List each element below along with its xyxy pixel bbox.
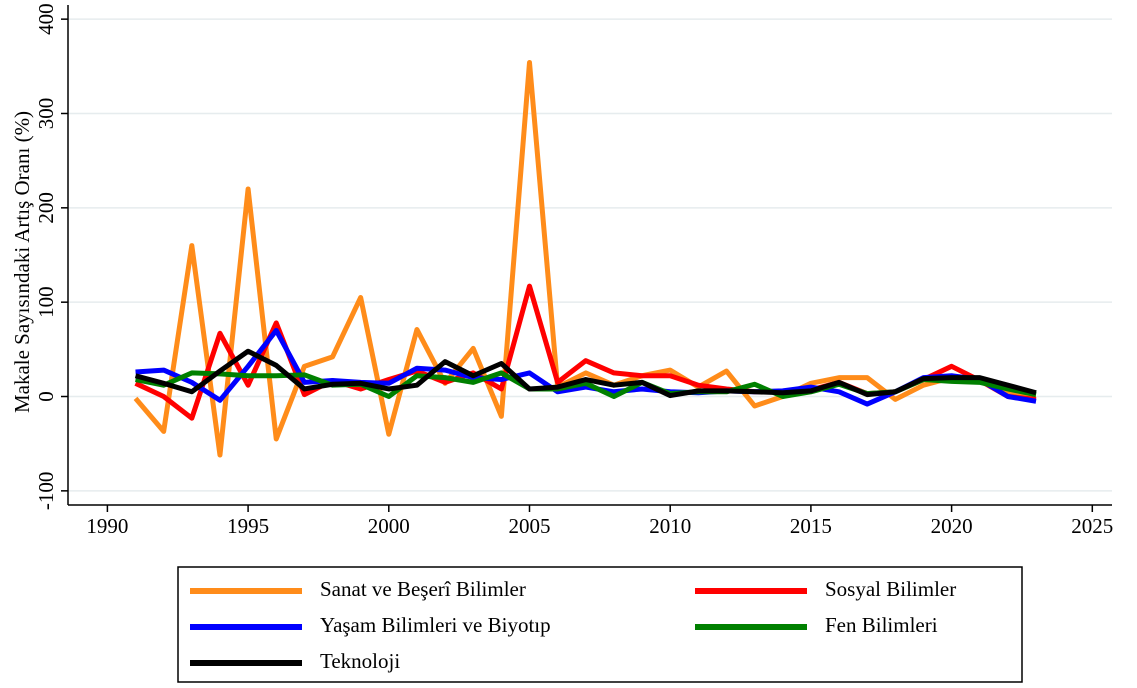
x-tick-label: 1990: [86, 514, 128, 538]
y-tick-label: 200: [34, 192, 58, 224]
y-tick-label: 300: [34, 98, 58, 130]
legend-label: Sosyal Bilimler: [825, 577, 956, 601]
legend-box: [177, 566, 1023, 683]
y-tick-label: 400: [34, 3, 58, 35]
series-line: [134, 348, 1037, 399]
x-tick-label: 2005: [508, 514, 550, 538]
y-tick-label: 100: [34, 286, 58, 318]
x-tick-label: 2010: [649, 514, 691, 538]
y-axis-label: Makale Sayısındaki Artış Oranı (%): [10, 111, 34, 413]
series-line: [135, 327, 1037, 407]
x-tick-label: 2000: [368, 514, 410, 538]
y-tick-label: 0: [34, 391, 58, 402]
y-tick-label: -100: [34, 472, 58, 511]
x-tick-label: 2025: [1071, 514, 1113, 538]
legend-label: Yaşam Bilimleri ve Biyotıp: [320, 613, 551, 637]
legend-label: Teknoloji: [320, 649, 400, 673]
legend-label: Sanat ve Beşerî Bilimler: [320, 577, 526, 601]
x-tick-label: 2015: [790, 514, 832, 538]
legend-label: Fen Bilimleri: [825, 613, 938, 637]
x-tick-label: 2020: [931, 514, 973, 538]
x-tick-label: 1995: [227, 514, 269, 538]
